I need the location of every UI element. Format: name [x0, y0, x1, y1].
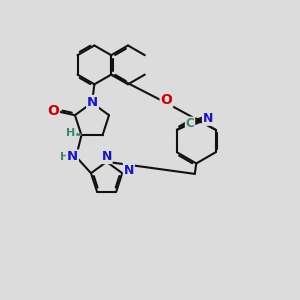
Text: O: O [47, 104, 59, 118]
Text: N: N [203, 112, 213, 125]
Text: C: C [186, 117, 194, 130]
Text: N: N [101, 150, 112, 163]
Text: H: H [66, 128, 76, 138]
Text: N: N [67, 150, 78, 163]
Text: H: H [60, 152, 69, 162]
Text: N: N [124, 164, 134, 177]
Text: N: N [87, 96, 98, 109]
Text: O: O [160, 93, 172, 107]
